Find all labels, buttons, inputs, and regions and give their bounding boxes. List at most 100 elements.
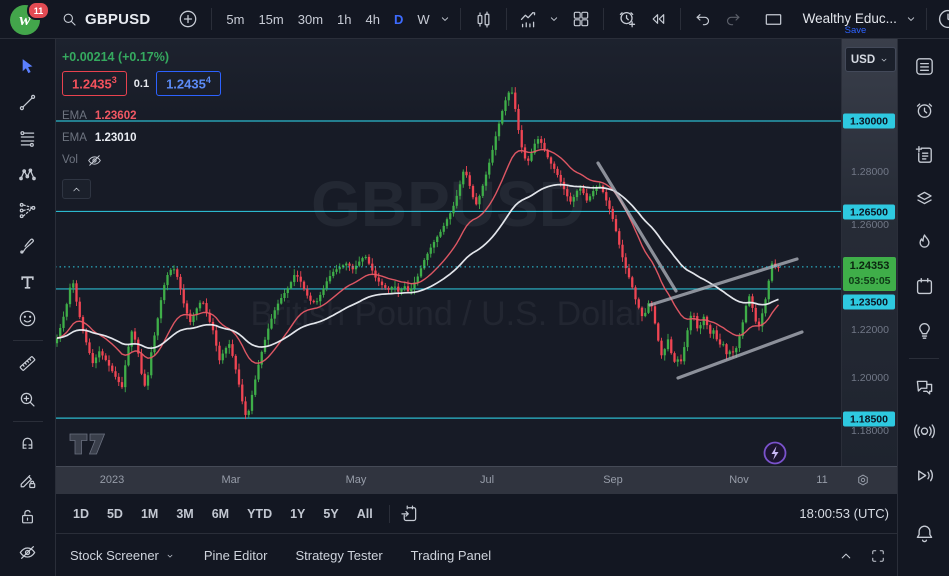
- time-scale[interactable]: 2023 Mar May Jul Sep Nov 11: [55, 466, 897, 495]
- fib-retracement-tool[interactable]: [9, 120, 47, 156]
- live-broadcast-button[interactable]: [905, 411, 943, 451]
- currency-selector[interactable]: USD: [845, 47, 896, 72]
- range-1d[interactable]: 1D: [73, 506, 89, 521]
- tf-1h[interactable]: 1h: [337, 11, 352, 27]
- scale-settings-gear-icon[interactable]: [855, 472, 871, 488]
- brush-tool[interactable]: [9, 228, 47, 264]
- separator: [388, 504, 390, 523]
- legend-collapse-button[interactable]: [62, 179, 91, 200]
- pine-editor-tab[interactable]: Pine Editor: [203, 548, 268, 563]
- chevron-up-icon: [70, 183, 83, 196]
- symbol-search-button[interactable]: GBPUSD: [52, 4, 158, 34]
- buy-button[interactable]: 1.24354: [156, 71, 221, 97]
- save-label[interactable]: Save: [844, 25, 867, 36]
- go-to-date-icon[interactable]: [399, 503, 420, 524]
- create-alert-button[interactable]: [611, 4, 643, 34]
- object-tree-button[interactable]: [905, 178, 943, 218]
- watchlist-button[interactable]: [905, 46, 943, 86]
- rectangle-tool-button[interactable]: [758, 4, 789, 34]
- layout-name-button[interactable]: Wealthy Educ... Save: [802, 11, 897, 36]
- tf-5m[interactable]: 5m: [226, 11, 245, 27]
- tf-15m[interactable]: 15m: [258, 11, 284, 27]
- redo-icon: [723, 9, 743, 29]
- chat-button[interactable]: [905, 367, 943, 407]
- live-broadcast-icon: [913, 420, 936, 443]
- undo-button[interactable]: [688, 4, 718, 34]
- notifications-button[interactable]: [905, 513, 943, 553]
- notification-badge: 11: [27, 1, 50, 20]
- stay-in-drawing-mode[interactable]: [9, 462, 47, 498]
- text-tool[interactable]: [9, 264, 47, 300]
- range-6m[interactable]: 6M: [211, 506, 230, 521]
- xabcd-pattern-tool[interactable]: [9, 156, 47, 192]
- range-5d[interactable]: 5D: [106, 506, 123, 521]
- layout-menu-chevron-icon[interactable]: [903, 11, 919, 27]
- hide-all-drawings[interactable]: [9, 534, 47, 570]
- tradingview-logo: [69, 433, 106, 455]
- range-ytd[interactable]: YTD: [247, 506, 273, 521]
- chart-style-button[interactable]: [468, 4, 499, 34]
- volume-hidden-eye-icon[interactable]: [86, 152, 103, 169]
- lock-all-icon: [17, 506, 38, 527]
- tf-weekly[interactable]: W: [417, 11, 430, 27]
- rectangle-tool-icon: [763, 9, 784, 30]
- redo-button[interactable]: [718, 4, 748, 34]
- compare-add-button[interactable]: [172, 4, 204, 34]
- calendar-button[interactable]: [905, 266, 943, 306]
- measure-tool[interactable]: [9, 345, 47, 381]
- maximize-icon[interactable]: [869, 547, 887, 565]
- cursor-icon: [17, 56, 38, 77]
- range-1m[interactable]: 1M: [140, 506, 159, 521]
- separator: [925, 8, 927, 30]
- price-scale[interactable]: USD 1.24353 03:59:05 1.28000 1.26000 1.220…: [841, 38, 898, 466]
- chart-pane[interactable]: GBPUSD British Pound / U.S. Dollar: [55, 38, 841, 466]
- emoji-tool[interactable]: [9, 300, 47, 336]
- range-3m[interactable]: 3M: [176, 506, 194, 521]
- lock-all-drawings[interactable]: [9, 498, 47, 534]
- trading-panel-tab[interactable]: Trading Panel: [410, 548, 492, 563]
- separator: [459, 8, 461, 30]
- sell-button[interactable]: 1.24353: [62, 71, 127, 97]
- strategy-tester-tab[interactable]: Strategy Tester: [295, 548, 383, 563]
- tf-daily[interactable]: D: [393, 11, 404, 27]
- bar-replay-icon: [648, 9, 668, 29]
- trend-line-tool[interactable]: [9, 84, 47, 120]
- notifications-bell-icon: [913, 522, 936, 545]
- hotlists-button[interactable]: [905, 222, 943, 262]
- panel-collapse-icon[interactable]: [837, 547, 855, 565]
- timeframe-menu-chevron-icon[interactable]: [437, 11, 453, 27]
- range-1y[interactable]: 1Y: [290, 506, 306, 521]
- bar-replay-button[interactable]: [643, 4, 673, 34]
- separator: [505, 8, 507, 30]
- notes-button[interactable]: [905, 134, 943, 174]
- divider: [909, 358, 939, 359]
- zoom-in-tool[interactable]: [9, 381, 47, 417]
- ideas-button[interactable]: [905, 310, 943, 350]
- range-all[interactable]: All: [356, 506, 373, 521]
- stock-screener-tab[interactable]: Stock Screener: [70, 548, 176, 563]
- indicators-icon: [518, 8, 540, 30]
- range-5y[interactable]: 5Y: [323, 506, 339, 521]
- publish-button[interactable]: [934, 4, 949, 34]
- ema-row-2[interactable]: EMA 1.23010: [62, 132, 137, 145]
- alerts-button[interactable]: [905, 90, 943, 130]
- forecast-tool[interactable]: [9, 192, 47, 228]
- app-logo[interactable]: w 11: [10, 1, 50, 36]
- ema-row-1[interactable]: EMA 1.23602: [62, 110, 137, 123]
- level-price-label: 1.18500: [843, 411, 895, 427]
- indicators-chevron-icon: [546, 11, 562, 27]
- tf-4h[interactable]: 4h: [365, 11, 380, 27]
- fib-retracement-icon: [17, 128, 38, 149]
- publish-clock-icon: [936, 7, 949, 31]
- indicators-button[interactable]: [514, 4, 566, 34]
- volume-row[interactable]: Vol: [62, 149, 221, 171]
- clock-utc[interactable]: 18:00:53 (UTC): [799, 506, 889, 521]
- layout-grid-button[interactable]: [566, 4, 596, 34]
- cursor-tool[interactable]: [9, 48, 47, 84]
- xabcd-pattern-icon: [17, 164, 38, 185]
- draw-lock-icon: [17, 470, 38, 491]
- tf-30m[interactable]: 30m: [297, 11, 324, 27]
- magnet-mode[interactable]: [9, 426, 47, 462]
- streams-button[interactable]: [905, 455, 943, 495]
